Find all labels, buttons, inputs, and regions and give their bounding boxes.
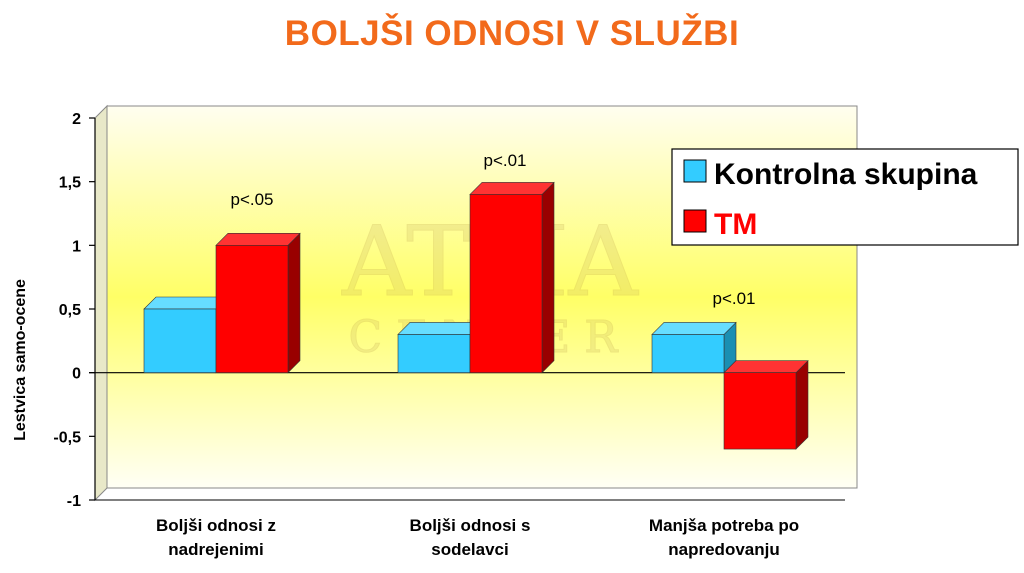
y-axis-title: Lestvica samo-ocene bbox=[12, 279, 29, 441]
bar-front-face bbox=[215, 245, 289, 373]
bar-top-face bbox=[469, 182, 555, 195]
bar-top-face bbox=[723, 360, 809, 373]
y-tick-label: 0,5 bbox=[59, 302, 81, 319]
bar-top-face bbox=[215, 233, 301, 246]
y-tick-label: -0,5 bbox=[53, 429, 81, 446]
bar-tm-2 bbox=[469, 181, 555, 374]
bar-front-face bbox=[469, 194, 543, 373]
plot-side-wall bbox=[94, 104, 108, 502]
bar-tm-1 bbox=[215, 232, 301, 374]
bar-front-face bbox=[397, 334, 471, 373]
legend: Kontrolna skupina TM bbox=[671, 148, 1019, 246]
legend-box bbox=[671, 148, 1019, 246]
category-label: napredovanju bbox=[668, 540, 779, 559]
bar-top-face bbox=[397, 322, 483, 335]
y-tick-label: 0 bbox=[72, 366, 81, 383]
category-label: Boljši odnosi s bbox=[410, 516, 531, 535]
category-label: Boljši odnosi z bbox=[156, 516, 276, 535]
bar-kontrolna-1 bbox=[143, 296, 229, 374]
bar-side-face bbox=[541, 181, 555, 374]
bar-side-face bbox=[795, 359, 809, 450]
y-tick-label: -1 bbox=[67, 493, 81, 510]
slide-title: BOLJŠI ODNOSI V SLUŽBI bbox=[284, 14, 740, 53]
bar-front-face bbox=[723, 372, 797, 450]
bar-kontrolna-3 bbox=[651, 321, 737, 374]
category-label: sodelavci bbox=[431, 540, 509, 559]
legend-label: Kontrolna skupina bbox=[714, 158, 978, 191]
y-tick-label: 2 bbox=[72, 111, 81, 128]
p-value-label: p<.01 bbox=[712, 289, 755, 308]
legend-swatch bbox=[683, 159, 707, 183]
annotations: p<.05 p<.01 p<.01 bbox=[230, 151, 755, 308]
p-value-label: p<.05 bbox=[230, 190, 273, 209]
bar-side-face bbox=[287, 232, 301, 374]
bars bbox=[143, 181, 809, 450]
p-value-label: p<.01 bbox=[483, 151, 526, 170]
category-label: nadrejenimi bbox=[168, 540, 263, 559]
bar-front-face bbox=[143, 308, 217, 373]
category-labels: Boljši odnosi z nadrejenimi Boljši odnosi … bbox=[156, 516, 799, 559]
legend-swatch bbox=[683, 209, 707, 233]
bar-kontrolna-2 bbox=[397, 321, 483, 374]
bar-top-face bbox=[143, 296, 229, 310]
bar-tm-3 bbox=[723, 359, 809, 450]
y-tick-label: 1 bbox=[72, 238, 81, 255]
bar-top-face bbox=[651, 322, 737, 335]
legend-label: TM bbox=[714, 208, 757, 241]
y-tick-label: 1,5 bbox=[59, 175, 81, 192]
category-label: Manjša potreba po bbox=[649, 516, 799, 535]
bar-front-face bbox=[651, 334, 725, 373]
